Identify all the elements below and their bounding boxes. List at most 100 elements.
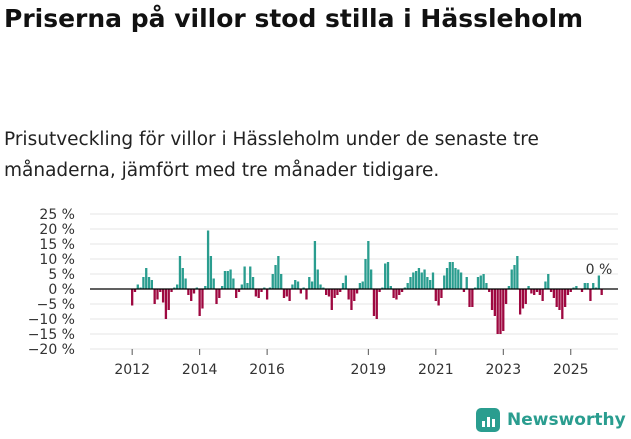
bar	[181, 268, 184, 289]
bar	[226, 271, 229, 289]
bar	[260, 289, 263, 292]
bar	[524, 289, 527, 304]
bar	[482, 274, 485, 289]
bar	[513, 265, 516, 289]
bar	[485, 283, 488, 289]
bar	[344, 275, 347, 289]
bar	[153, 289, 156, 304]
bar	[403, 287, 407, 289]
brand-name: Newsworthy	[507, 410, 626, 430]
x-tick-label: 2025	[553, 362, 589, 378]
bar	[541, 289, 544, 301]
bar	[280, 274, 283, 289]
bar	[384, 263, 387, 289]
bar	[563, 289, 567, 307]
bar	[558, 289, 561, 310]
bar	[496, 289, 499, 334]
bar	[184, 278, 187, 289]
bar	[209, 256, 213, 289]
bar	[412, 272, 415, 289]
bar	[325, 289, 328, 295]
bar	[361, 281, 364, 289]
x-axis-ticks: 2012 2014 2016 2019 2021 2023 2025	[114, 349, 589, 378]
newsworthy-logo: Newsworthy	[476, 408, 626, 432]
bar	[372, 289, 376, 316]
bar	[594, 287, 598, 289]
bar	[459, 272, 463, 289]
y-tick-label: −10 %	[28, 312, 75, 328]
bar	[462, 289, 466, 292]
bar	[302, 287, 305, 289]
bar	[474, 287, 477, 289]
bar	[139, 287, 142, 289]
bar	[330, 289, 333, 310]
bar	[592, 283, 595, 289]
bar	[589, 289, 592, 301]
latest-value-annotation: 0 %	[586, 262, 613, 278]
bar	[257, 289, 260, 298]
bar	[164, 289, 168, 319]
y-tick-label: 15 %	[39, 237, 75, 253]
bar	[223, 271, 227, 289]
bar	[490, 289, 494, 310]
bar	[389, 286, 392, 289]
bar	[350, 289, 353, 310]
bar	[549, 289, 553, 292]
y-tick-label: 25 %	[39, 207, 75, 223]
bar	[319, 284, 322, 289]
bar	[521, 289, 525, 309]
bar	[294, 280, 297, 289]
bar	[291, 284, 294, 289]
bar	[426, 277, 429, 289]
bar	[232, 278, 235, 289]
bar	[516, 256, 519, 289]
bar	[555, 289, 558, 307]
bar	[282, 289, 286, 298]
bar	[527, 286, 530, 289]
bar	[322, 287, 325, 289]
bar	[285, 289, 288, 297]
bar	[367, 241, 370, 289]
bar	[187, 289, 190, 295]
bar	[409, 277, 412, 289]
x-tick-label: 2019	[351, 362, 387, 378]
bar	[392, 289, 395, 298]
bar	[538, 289, 541, 295]
bar	[316, 269, 319, 289]
bar	[493, 289, 496, 316]
bar	[535, 289, 539, 292]
bar	[597, 275, 601, 289]
bar	[423, 269, 426, 289]
bar	[504, 289, 508, 304]
bar	[364, 259, 367, 289]
x-tick-label: 2012	[114, 362, 150, 378]
bar	[400, 289, 404, 292]
bar	[271, 274, 274, 289]
y-tick-label: −20 %	[28, 342, 75, 358]
bar	[237, 289, 241, 292]
bar	[572, 287, 575, 289]
bar	[305, 289, 308, 300]
bar	[147, 277, 151, 289]
bar	[530, 289, 533, 294]
bar	[429, 280, 432, 289]
bar	[170, 289, 173, 292]
bar-series	[131, 230, 603, 334]
bar	[386, 262, 390, 289]
bar	[434, 289, 437, 301]
bar	[288, 289, 291, 301]
bar	[499, 289, 502, 334]
bar	[277, 256, 280, 289]
y-tick-label: −5 %	[37, 297, 75, 313]
annotation-layer: 0 %	[586, 262, 613, 278]
bar-chart-icon	[476, 408, 500, 432]
bar	[440, 289, 443, 298]
bar	[544, 281, 547, 289]
bar	[569, 289, 572, 292]
bar	[251, 277, 255, 289]
bar	[198, 289, 201, 316]
bar	[246, 283, 249, 289]
bar	[358, 283, 362, 289]
bar	[575, 286, 578, 289]
bar	[159, 289, 162, 292]
